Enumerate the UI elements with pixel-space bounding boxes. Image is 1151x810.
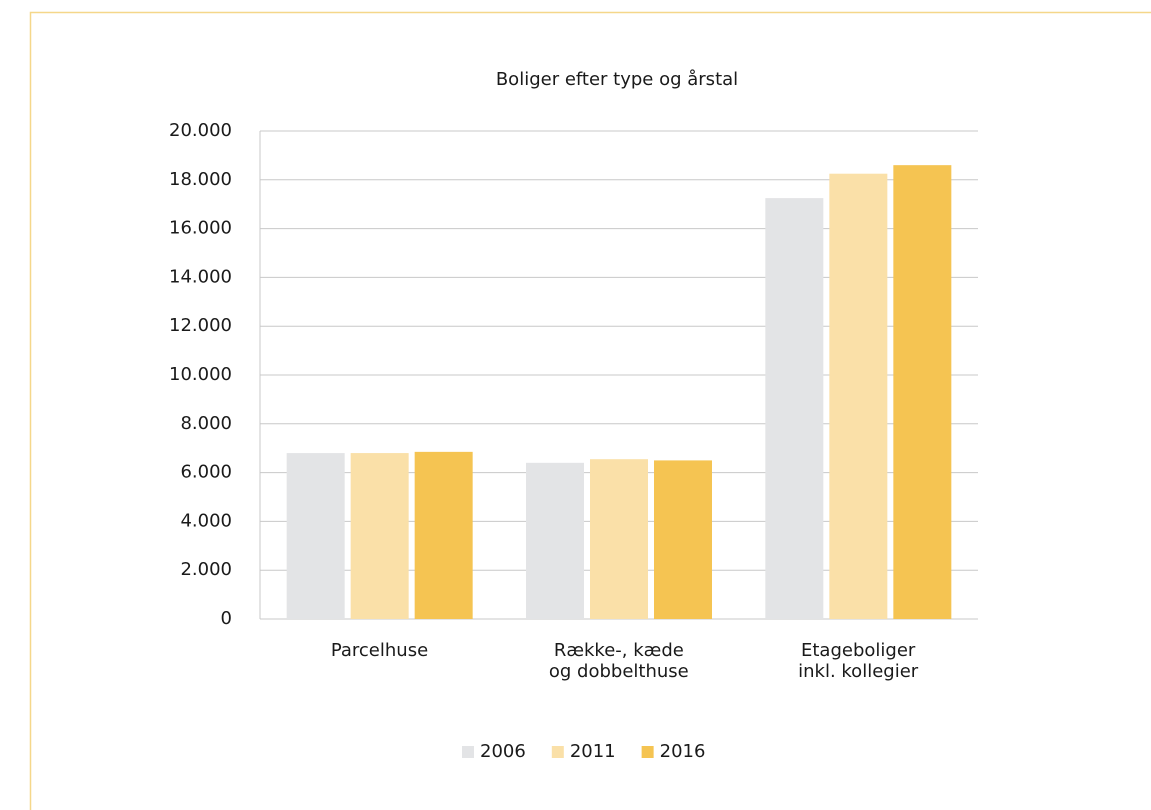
legend-label: 2006	[480, 741, 526, 762]
bar	[350, 453, 409, 619]
chart-title: Boliger efter type og årstal	[496, 69, 738, 90]
x-tick-label: Parcelhuse	[330, 640, 429, 661]
bar	[893, 165, 952, 619]
x-tick-label: Etageboliger inkl. kollegier	[798, 640, 919, 682]
bar	[526, 462, 584, 619]
y-tick-label: 4.000	[180, 510, 232, 531]
bar	[414, 451, 473, 619]
bar	[829, 173, 888, 619]
y-tick-label: 18.000	[169, 169, 232, 190]
y-tick-label: 10.000	[169, 364, 232, 385]
legend-swatch	[462, 746, 474, 758]
legend-swatch	[641, 746, 654, 758]
legend-swatch	[551, 746, 564, 758]
legend-label: 2016	[660, 741, 706, 762]
y-tick-label: 20.000	[169, 120, 232, 141]
y-tick-label: 0	[221, 608, 232, 629]
legend-label: 2011	[570, 741, 616, 762]
bar	[765, 198, 824, 619]
y-tick-label: 16.000	[169, 218, 232, 239]
y-tick-label: 6.000	[180, 462, 232, 483]
x-tick-label: Række-, kæde og dobbelthuse	[548, 640, 689, 682]
y-tick-label: 8.000	[180, 413, 232, 434]
bar	[286, 453, 345, 619]
y-tick-label: 12.000	[169, 315, 232, 336]
frame	[29, 11, 1151, 810]
bar	[654, 460, 712, 619]
y-tick-label: 2.000	[180, 559, 232, 580]
bar	[590, 459, 648, 619]
y-tick-label: 14.000	[169, 266, 232, 287]
